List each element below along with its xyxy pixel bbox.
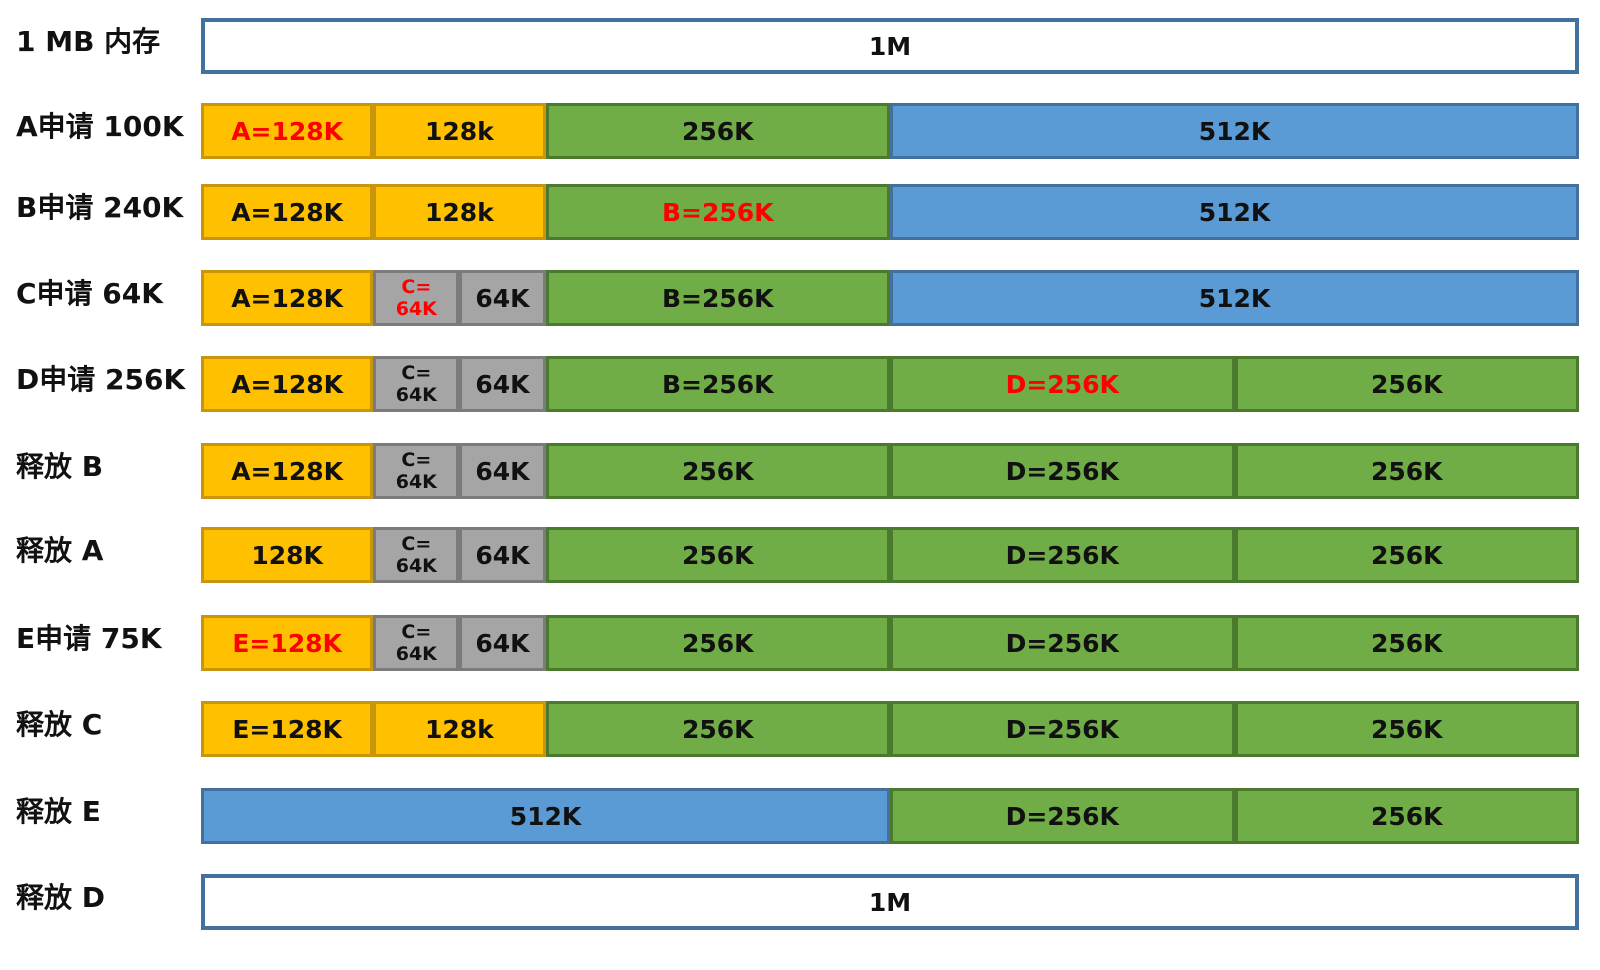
row-label: 释放 D: [16, 881, 105, 914]
memory-block: D=256K: [890, 788, 1235, 844]
memory-block: C= 64K: [373, 443, 460, 499]
memory-block: C= 64K: [373, 615, 460, 671]
memory-bar: 1M: [201, 874, 1579, 930]
block-label-line: 64K: [395, 384, 437, 406]
block-label-line: C=: [401, 621, 432, 643]
memory-block: 256K: [1234, 356, 1579, 412]
memory-block: A=128K: [201, 270, 374, 326]
block-label-line: 64K: [395, 555, 437, 577]
memory-bar: A=128K 128k 256K 512K: [201, 103, 1579, 159]
block-label-line: C=: [401, 276, 432, 298]
memory-block: E=128K: [201, 701, 374, 757]
row-label: 释放 E: [16, 795, 101, 828]
memory-bar: E=128K C= 64K 64K 256K D=256K 256K: [201, 615, 1579, 671]
memory-block: 512K: [890, 270, 1579, 326]
memory-block: D=256K: [890, 356, 1235, 412]
row-label: 释放 B: [16, 450, 104, 483]
memory-block: B=256K: [545, 184, 890, 240]
memory-block: D=256K: [890, 443, 1235, 499]
memory-block: A=128K: [201, 443, 374, 499]
memory-bar: A=128K 128k B=256K 512K: [201, 184, 1579, 240]
block-label-line: 64K: [395, 298, 437, 320]
row-label: E申请 75K: [16, 622, 162, 655]
row-label: D申请 256K: [16, 363, 186, 396]
memory-block: 128K: [201, 527, 374, 583]
row-label: 1 MB 内存: [16, 25, 161, 58]
block-label-line: C=: [401, 449, 432, 471]
memory-block: D=256K: [890, 527, 1235, 583]
memory-block: 256K: [1234, 443, 1579, 499]
memory-bar: E=128K 128k 256K D=256K 256K: [201, 701, 1579, 757]
block-label-line: 64K: [395, 471, 437, 493]
memory-block: 128k: [373, 184, 546, 240]
block-label-line: C=: [401, 362, 432, 384]
memory-block: 512K: [890, 103, 1579, 159]
row-label: C申请 64K: [16, 277, 163, 310]
memory-block: A=128K: [201, 184, 374, 240]
row-label: A申请 100K: [16, 110, 184, 143]
memory-block: 256K: [545, 443, 890, 499]
memory-block: 256K: [1234, 788, 1579, 844]
memory-block: B=256K: [545, 356, 890, 412]
memory-block: 512K: [201, 788, 890, 844]
memory-bar: A=128K C= 64K 64K B=256K D=256K 256K: [201, 356, 1579, 412]
memory-bar: 1M: [201, 18, 1579, 74]
block-label-line: C=: [401, 533, 432, 555]
memory-block: 128k: [373, 103, 546, 159]
memory-block: D=256K: [890, 701, 1235, 757]
memory-block: C= 64K: [373, 270, 460, 326]
memory-block: 64K: [459, 270, 546, 326]
memory-block: 1M: [201, 18, 1579, 74]
memory-block: A=128K: [201, 103, 374, 159]
row-label: 释放 C: [16, 708, 103, 741]
memory-bar: 512K D=256K 256K: [201, 788, 1579, 844]
memory-bar: A=128K C= 64K 64K 256K D=256K 256K: [201, 443, 1579, 499]
memory-block: 256K: [545, 615, 890, 671]
memory-block: 256K: [1234, 701, 1579, 757]
memory-block: B=256K: [545, 270, 890, 326]
block-label-line: 64K: [395, 643, 437, 665]
memory-block: 256K: [1234, 615, 1579, 671]
memory-block: E=128K: [201, 615, 374, 671]
memory-block: 1M: [201, 874, 1579, 930]
memory-block: 64K: [459, 356, 546, 412]
memory-block: 64K: [459, 615, 546, 671]
memory-bar: 128K C= 64K 64K 256K D=256K 256K: [201, 527, 1579, 583]
memory-block: 512K: [890, 184, 1579, 240]
memory-block: C= 64K: [373, 527, 460, 583]
memory-bar: A=128K C= 64K 64K B=256K 512K: [201, 270, 1579, 326]
row-label: 释放 A: [16, 534, 104, 567]
memory-block: 64K: [459, 527, 546, 583]
memory-block: 256K: [545, 103, 890, 159]
memory-block: C= 64K: [373, 356, 460, 412]
memory-block: D=256K: [890, 615, 1235, 671]
row-label: B申请 240K: [16, 191, 184, 224]
memory-block: A=128K: [201, 356, 374, 412]
memory-block: 128k: [373, 701, 546, 757]
memory-block: 256K: [545, 527, 890, 583]
memory-block: 256K: [545, 701, 890, 757]
memory-block: 256K: [1234, 527, 1579, 583]
memory-block: 64K: [459, 443, 546, 499]
